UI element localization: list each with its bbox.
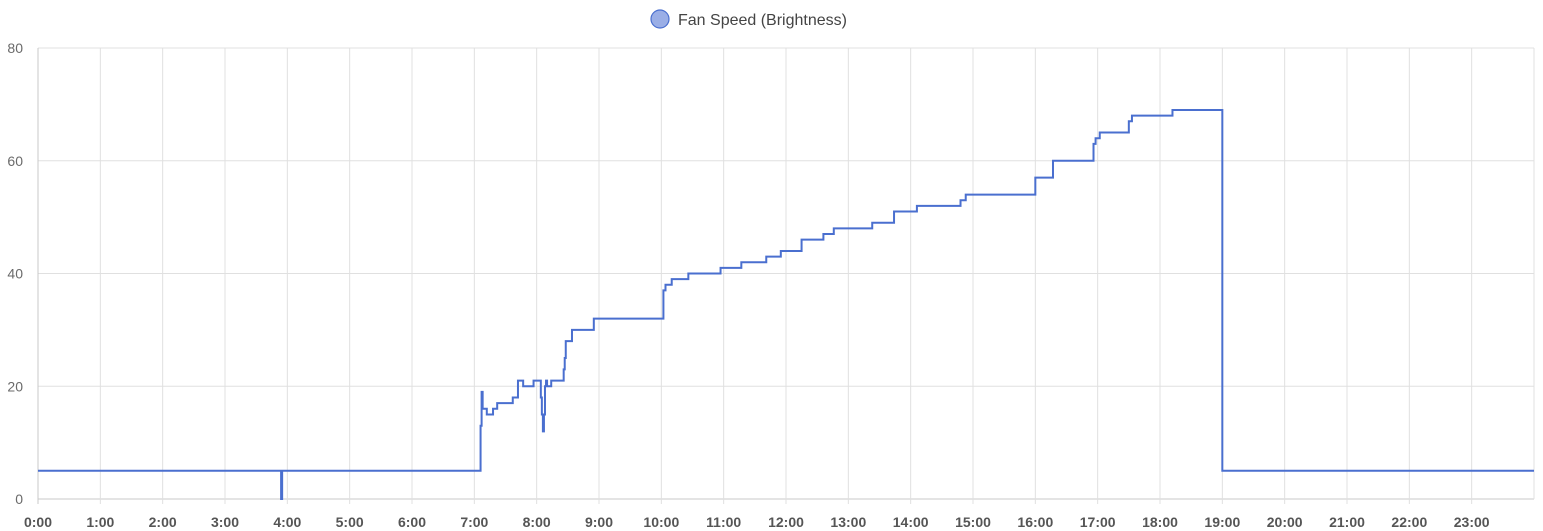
x-tick-label: 17:00	[1080, 514, 1116, 530]
x-tick-label: 19:00	[1204, 514, 1240, 530]
x-tick-label: 4:00	[273, 514, 301, 530]
x-tick-label: 22:00	[1391, 514, 1427, 530]
chart-legend[interactable]: Fan Speed (Brightness)	[650, 9, 847, 29]
x-tick-label: 11:00	[706, 514, 741, 530]
x-tick-label: 14:00	[893, 514, 929, 530]
x-tick-label: 7:00	[460, 514, 488, 530]
legend-marker-icon[interactable]	[650, 9, 670, 29]
x-tick-label: 15:00	[955, 514, 991, 530]
x-tick-label: 18:00	[1142, 514, 1178, 530]
x-tick-label: 16:00	[1017, 514, 1053, 530]
legend-label[interactable]: Fan Speed (Brightness)	[678, 12, 847, 29]
x-tick-label: 21:00	[1329, 514, 1365, 530]
x-tick-label: 13:00	[830, 514, 866, 530]
x-tick-label: 23:00	[1454, 514, 1490, 530]
x-tick-label: 3:00	[211, 514, 239, 530]
x-tick-label: 6:00	[398, 514, 426, 530]
y-tick-label: 60	[7, 153, 23, 169]
y-tick-label: 80	[7, 40, 23, 56]
chart-grid	[37, 47, 1535, 504]
y-axis-ticks: 0 20 40 60 80	[7, 40, 23, 507]
x-tick-label: 8:00	[523, 514, 551, 530]
y-tick-label: 40	[7, 266, 23, 282]
series-layer	[38, 109, 1534, 500]
y-tick-label: 0	[15, 491, 23, 507]
x-tick-label: 0:00	[24, 514, 52, 530]
x-tick-label: 10:00	[643, 514, 679, 530]
x-tick-label: 2:00	[149, 514, 177, 530]
x-axis-ticks: 0:00 1:00 2:00 3:00 4:00 5:00 6:00 7:00 8:00 9:00…	[24, 514, 1490, 530]
series-line-fan-speed	[38, 109, 1534, 500]
x-tick-label: 1:00	[86, 514, 114, 530]
x-tick-label: 9:00	[585, 514, 613, 530]
x-tick-label: 5:00	[336, 514, 364, 530]
x-tick-label: 12:00	[768, 514, 804, 530]
x-tick-label: 20:00	[1267, 514, 1303, 530]
y-tick-label: 20	[7, 378, 23, 394]
